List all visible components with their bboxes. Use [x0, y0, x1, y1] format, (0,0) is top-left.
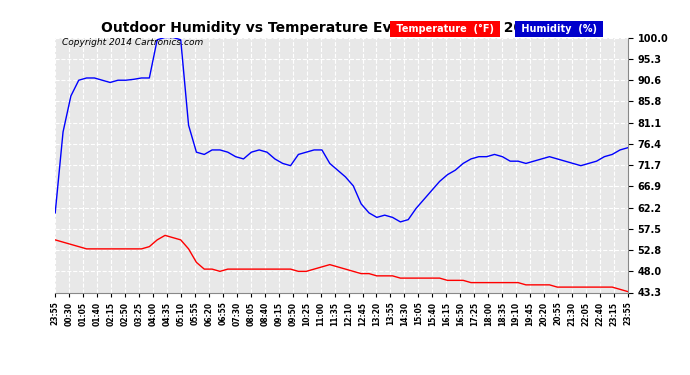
Text: Temperature  (°F): Temperature (°F) — [393, 24, 497, 34]
Title: Outdoor Humidity vs Temperature Every 5 Minutes 20141104: Outdoor Humidity vs Temperature Every 5 … — [101, 21, 582, 35]
Text: Humidity  (%): Humidity (%) — [518, 24, 600, 34]
Text: Copyright 2014 Cartronics.com: Copyright 2014 Cartronics.com — [62, 38, 204, 47]
